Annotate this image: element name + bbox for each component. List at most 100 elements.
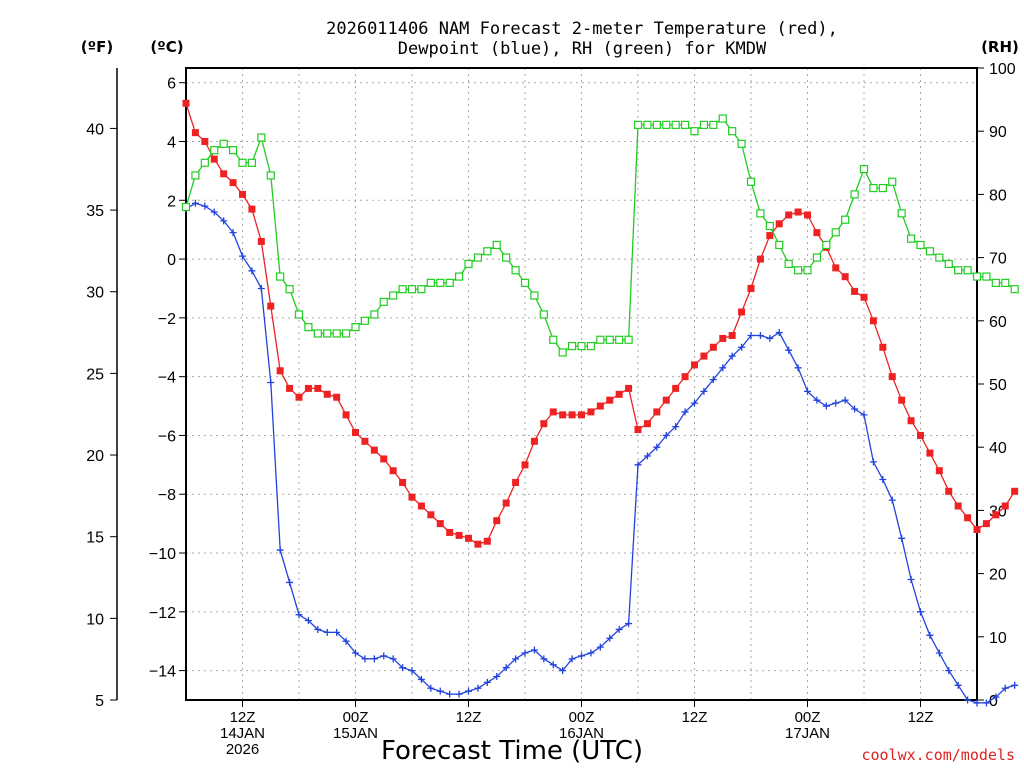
rh-point: [332, 329, 341, 338]
rh-point: [473, 253, 483, 262]
temperature-point: [954, 502, 962, 510]
axes: −14 −12 −10 −8 −6 −4 −2 0 2 4 6 5 10 15 20 25 30 35 40 0 10 2…: [86, 61, 1016, 710]
temperature-point: [530, 437, 538, 445]
dewpoint-point: [370, 655, 378, 663]
rh-point: [699, 120, 709, 129]
rh-point: [511, 266, 520, 275]
temperature-point: [352, 429, 359, 437]
temperature-point: [766, 232, 774, 240]
rh-point: [737, 139, 746, 148]
rh-point: [360, 316, 370, 325]
dewpoint-point: [869, 458, 877, 466]
dewpoint-point: [342, 637, 350, 645]
rh-point: [228, 146, 238, 155]
rh-point: [662, 120, 671, 129]
rh-point: [238, 158, 247, 167]
dewpoint-point: [559, 667, 567, 675]
dewpoint-point: [201, 202, 209, 210]
x-tick-label: 12Z: [908, 709, 934, 726]
dewpoint-point: [399, 664, 407, 672]
dewpoint-point: [210, 208, 218, 216]
temperature-point: [643, 420, 651, 428]
rh-point: [191, 171, 200, 180]
celsius-tick-label: −14: [149, 664, 176, 681]
temperature-point: [483, 537, 491, 545]
fahrenheit-tick-label: 25: [86, 366, 104, 383]
temperature-point: [851, 287, 859, 295]
rh-point: [982, 272, 991, 281]
rh-point: [605, 335, 614, 344]
dewpoint-point: [615, 625, 623, 633]
series-dewpoint: [182, 199, 1019, 707]
temperature-point: [615, 390, 623, 398]
dewpoint-point: [596, 643, 604, 651]
rh-tick-label: 10: [989, 630, 1007, 647]
rh-point: [304, 323, 313, 332]
rh-point: [370, 310, 379, 319]
dewpoint-point: [578, 652, 585, 660]
temperature-point: [935, 467, 943, 475]
temperature-point: [417, 502, 425, 510]
dewpoint-point: [276, 546, 284, 554]
dewpoint-point: [992, 693, 1000, 701]
temperature-point: [465, 534, 472, 542]
rh-point: [492, 240, 501, 250]
temperature-point: [747, 284, 755, 292]
temperature-point: [568, 411, 576, 419]
temperature-point: [304, 384, 312, 392]
rh-point: [671, 120, 680, 129]
rh-point: [822, 240, 831, 250]
rh-tick-label: 100: [989, 61, 1016, 78]
rh-point: [520, 278, 530, 287]
dewpoint-point: [794, 364, 802, 372]
dewpoint-point: [389, 655, 397, 663]
rh-point: [935, 253, 944, 262]
dewpoint-point: [964, 696, 972, 704]
dewpoint-point: [917, 608, 924, 616]
x-tick-label: 12Z: [230, 709, 256, 726]
x-tick-label: 12Z: [682, 709, 708, 726]
temperature-point: [493, 517, 501, 525]
rh-point: [954, 266, 963, 275]
rh-point: [615, 335, 624, 344]
temperature-point: [323, 390, 331, 398]
temperature-point: [869, 317, 877, 325]
fahrenheit-tick-label: 20: [86, 448, 104, 465]
temperature-point: [333, 393, 341, 401]
rh-point: [285, 285, 294, 294]
dewpoint-point: [361, 655, 369, 663]
rh-point: [643, 120, 652, 129]
dewpoint-point: [606, 634, 614, 642]
dewpoint-point: [1001, 684, 1009, 692]
dewpoint-point: [700, 387, 708, 395]
temperature-point: [625, 384, 633, 392]
rh-point: [200, 158, 209, 167]
dewpoint-point: [926, 631, 934, 639]
temperature-point: [191, 129, 199, 137]
temperature-point: [502, 499, 510, 507]
temperature-point: [964, 514, 972, 522]
rh-point: [341, 329, 351, 338]
temperature-point: [907, 417, 915, 425]
dewpoint-point: [822, 402, 830, 410]
temperature-point: [257, 237, 265, 245]
series-rh: [181, 114, 1019, 357]
rh-point: [746, 177, 756, 186]
dewpoint-point: [813, 396, 821, 404]
celsius-tick-label: −6: [158, 428, 176, 445]
dewpoint-point: [728, 352, 736, 360]
rh-point: [407, 285, 417, 294]
dewpoint-point: [1011, 681, 1019, 689]
temperature-point: [926, 449, 934, 457]
rh-point: [991, 278, 1000, 287]
rh-point: [963, 266, 972, 275]
temperature-point: [832, 264, 840, 272]
dewpoint-point: [898, 534, 906, 542]
x-tick-label: 00Z: [795, 709, 821, 726]
temperature-point: [898, 396, 906, 404]
x-tick-label: 17JAN: [785, 725, 830, 742]
rh-tick-label: 0: [989, 693, 998, 710]
temperature-point: [719, 334, 727, 342]
rh-point: [906, 234, 916, 243]
